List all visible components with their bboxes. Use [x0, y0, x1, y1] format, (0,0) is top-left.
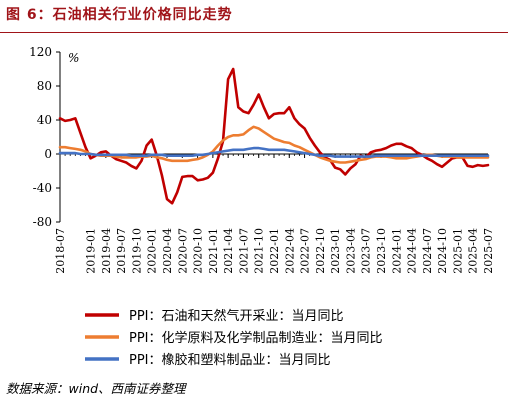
x-tick-label: 2023-07 — [360, 228, 373, 274]
x-tick-label: 2019-04 — [100, 228, 113, 274]
x-tick-label: 2019-07 — [115, 228, 128, 274]
x-tick-label: 2023-01 — [329, 228, 342, 274]
x-tick-label: 2025-01 — [451, 228, 464, 274]
x-tick-label: 2024-01 — [390, 228, 403, 274]
y-tick-label: 120 — [29, 45, 52, 59]
x-tick-label: 2022-04 — [283, 228, 296, 274]
legend-label-3: PPI：橡胶和塑料制品业：当月同比 — [129, 352, 331, 368]
x-tick-label: 2021-10 — [253, 228, 266, 274]
x-tick-label: 2021-07 — [237, 228, 250, 274]
x-tick-label: 2021-04 — [222, 228, 235, 274]
y-tick-label: 40 — [37, 113, 52, 127]
x-tick-label: 2025-04 — [467, 228, 480, 274]
y-tick-label: -80 — [33, 215, 52, 229]
x-tick-label: 2020-01 — [146, 228, 159, 274]
x-tick-label: 2022-07 — [299, 228, 312, 274]
y-axis-unit: % — [68, 51, 79, 65]
x-tick-label: 2020-04 — [161, 228, 174, 274]
title-divider — [0, 32, 508, 33]
series-lines — [58, 67, 490, 205]
legend-label-2: PPI：化学原料及化学制品制造业：当月同比 — [129, 330, 383, 346]
series-line-3 — [58, 146, 490, 158]
x-tick-label: 2020-07 — [176, 228, 189, 274]
x-tick-label: 2022-01 — [268, 228, 281, 274]
legend-label-1: PPI：石油和天然气开采业：当月同比 — [129, 308, 344, 324]
x-tick-label: 2023-10 — [375, 228, 388, 274]
series-line-1 — [58, 67, 490, 205]
x-tick-label: 2018-07 — [54, 228, 67, 274]
x-tick-label: 2019-10 — [130, 228, 143, 274]
x-tick-label: 2022-10 — [314, 228, 327, 274]
legend: PPI：石油和天然气开采业：当月同比 PPI：化学原料及化学制品制造业：当月同比 P… — [85, 308, 383, 368]
y-tick-label: -40 — [33, 181, 52, 195]
x-tick-label: 2024-07 — [421, 228, 434, 274]
x-tick-label: 2023-04 — [344, 228, 357, 274]
y-tick-label: 0 — [44, 147, 52, 161]
x-tick-label: 2021-01 — [207, 228, 220, 274]
x-tick-label: 2024-04 — [406, 228, 419, 274]
x-tick-label: 2019-01 — [85, 228, 98, 274]
x-tick-label: 2025-07 — [482, 228, 495, 274]
source-note: 数据来源：wind、西南证券整理 — [6, 381, 186, 396]
figure-title: 图 6：石油相关行业价格同比走势 — [6, 7, 233, 23]
y-tick-label: 80 — [37, 79, 52, 93]
x-tick-label: 2020-10 — [192, 228, 205, 274]
x-tick-label: 2024-10 — [436, 228, 449, 274]
